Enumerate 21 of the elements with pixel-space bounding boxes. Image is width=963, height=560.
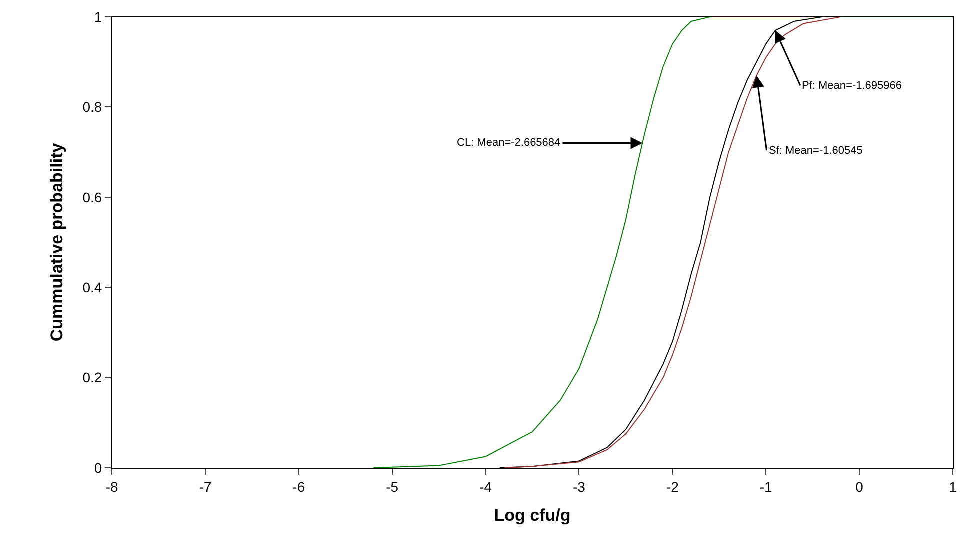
y-axis-title: Cummulative probability: [47, 142, 66, 342]
x-tick-label: -5: [386, 478, 399, 495]
y-tick-label: 0.6: [82, 189, 102, 206]
y-tick-label: 0: [94, 460, 102, 476]
annotation: Pf: Mean=-1.695966: [802, 80, 902, 92]
y-tick-label: 1: [94, 8, 102, 25]
x-tick-label: -1: [760, 478, 773, 495]
x-tick-label: -4: [480, 478, 492, 495]
x-tick-label: -7: [199, 478, 212, 495]
x-tick-label: 1: [949, 478, 958, 495]
x-tick-label: -2: [666, 478, 680, 495]
x-tick-label: -6: [292, 478, 306, 495]
x-tick-label: -8: [106, 478, 118, 495]
y-tick-label: 0.4: [82, 280, 102, 296]
y-tick-label: 0.8: [82, 99, 102, 116]
x-tick-label: -3: [572, 478, 586, 495]
x-axis-title: Log cfu/g: [494, 506, 571, 526]
x-tick-label: 0: [856, 478, 864, 495]
annotation: Sf: Mean=-1.60545: [769, 145, 863, 157]
annotation: CL: Mean=-2.665684: [457, 137, 561, 149]
y-tick-label: 0.2: [82, 370, 102, 386]
